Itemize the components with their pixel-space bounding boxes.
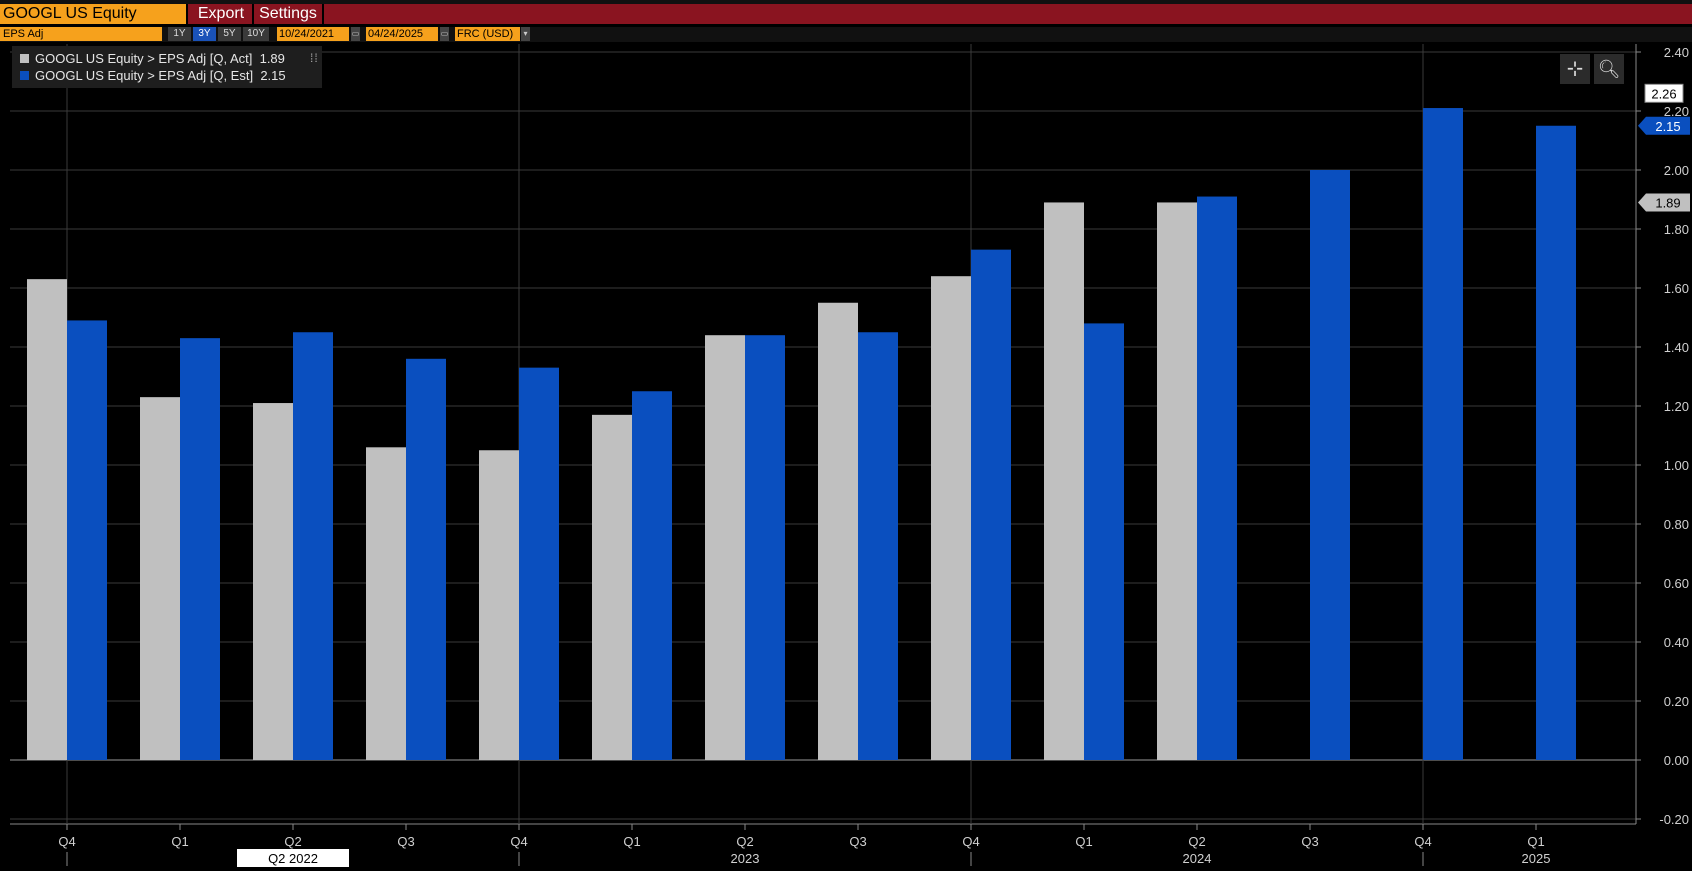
bar-estimate [745, 335, 785, 760]
x-tick-label: Q3 [1301, 834, 1318, 849]
chart-toolbar: EPS Adj 1Y 3Y 5Y 10Y 10/24/2021 ▭ 04/24/… [0, 27, 1692, 42]
bar-actual [931, 276, 971, 760]
ticker-input[interactable]: GOOGL US Equity [0, 4, 186, 24]
y-tick-label: 2.40 [1664, 45, 1689, 60]
x-tick-label: Q2 [1188, 834, 1205, 849]
actual-value-tag-label: 1.89 [1655, 195, 1680, 210]
y-tick-label: 2.00 [1664, 163, 1689, 178]
x-tick-label: Q1 [1527, 834, 1544, 849]
bar-estimate [67, 320, 107, 760]
bar-estimate [1536, 125, 1576, 760]
bar-estimate [1423, 108, 1463, 761]
magnifier-zoom-icon[interactable]: 🔍︎ [1594, 54, 1624, 84]
last-value-tag [1644, 83, 1684, 103]
currency-selector[interactable]: FRC (USD) [455, 27, 520, 41]
title-bar: GOOGL US Equity Export Settings [0, 0, 1692, 24]
y-tick-label: 0.40 [1664, 635, 1689, 650]
end-date-field[interactable]: 04/24/2025 [366, 27, 438, 41]
bar-actual [592, 414, 632, 760]
legend-swatch [20, 54, 29, 63]
menu-divider [322, 4, 324, 24]
crosshair-icon[interactable]: ⊹ [1560, 54, 1590, 84]
bar-estimate [858, 332, 898, 760]
x-year-label: 2024 [1183, 851, 1212, 866]
bar-actual [1157, 202, 1197, 760]
top-stripe [0, 0, 1692, 4]
dropdown-arrow-icon[interactable]: ▾ [521, 27, 530, 41]
y-tick-label: 0.00 [1664, 753, 1689, 768]
y-tick-label: 1.40 [1664, 340, 1689, 355]
legend-item-estimate[interactable]: GOOGL US Equity > EPS Adj [Q, Est] 2.15 [20, 67, 286, 84]
menu-divider [252, 4, 254, 24]
x-tick-label: Q2 [284, 834, 301, 849]
legend-label: GOOGL US Equity > EPS Adj [Q, Act] [35, 51, 253, 66]
export-button[interactable]: Export [197, 5, 245, 22]
field-selector[interactable]: EPS Adj [0, 27, 162, 41]
bar-actual [27, 279, 67, 760]
y-tick-label: -0.20 [1659, 812, 1689, 827]
bar-estimate [519, 367, 559, 760]
calendar-icon[interactable]: ▭ [351, 27, 360, 41]
bar-estimate [971, 249, 1011, 760]
bar-actual [705, 335, 745, 760]
x-tick-label: Q4 [1414, 834, 1431, 849]
start-date-field[interactable]: 10/24/2021 [277, 27, 349, 41]
bar-actual [818, 302, 858, 760]
bar-actual [140, 397, 180, 760]
period-10y-button[interactable]: 10Y [243, 27, 269, 41]
bar-estimate [180, 338, 220, 760]
y-tick-label: 0.80 [1664, 517, 1689, 532]
x-year-label: 2025 [1522, 851, 1551, 866]
bar-estimate [1084, 323, 1124, 760]
x-tick-label: Q3 [397, 834, 414, 849]
menu-divider [186, 4, 188, 24]
estimate-value-tag [1638, 116, 1690, 135]
bar-estimate [293, 332, 333, 760]
y-tick-label: 0.60 [1664, 576, 1689, 591]
last-value-tag-label: 2.26 [1651, 86, 1676, 101]
cursor-label-box [237, 849, 349, 867]
bar-estimate [632, 391, 672, 760]
x-tick-label: Q1 [1075, 834, 1092, 849]
period-1y-button[interactable]: 1Y [168, 27, 191, 41]
bar-estimate [1310, 170, 1350, 760]
y-tick-label: 0.20 [1664, 694, 1689, 709]
settings-button[interactable]: Settings [259, 5, 317, 22]
y-tick-label: 1.20 [1664, 399, 1689, 414]
x-tick-label: Q4 [58, 834, 75, 849]
legend-value: 2.15 [260, 68, 286, 83]
actual-value-tag [1638, 193, 1690, 212]
period-3y-button[interactable]: 3Y [193, 27, 216, 41]
period-5y-button[interactable]: 5Y [218, 27, 241, 41]
x-tick-label: Q4 [962, 834, 979, 849]
x-tick-label: Q2 [736, 834, 753, 849]
y-tick-label: 1.60 [1664, 281, 1689, 296]
cursor-label: Q2 2022 [268, 851, 318, 866]
y-tick-label: 1.00 [1664, 458, 1689, 473]
drag-handle-icon[interactable]: ⁞⁞ [310, 51, 319, 65]
x-year-label: 2023 [731, 851, 760, 866]
bar-actual [479, 450, 519, 760]
y-tick-label: 1.80 [1664, 222, 1689, 237]
estimate-value-tag-label: 2.15 [1655, 119, 1680, 134]
bar-actual [1044, 202, 1084, 760]
bar-actual [366, 447, 406, 760]
legend-label: GOOGL US Equity > EPS Adj [Q, Est] [35, 68, 254, 83]
x-tick-label: Q3 [849, 834, 866, 849]
eps-bar-chart: 2.40 2.20 2.00 1.80 1.60 1.40 1.20 1.00 0.80 0.60… [10, 44, 1690, 867]
bar-estimate [1197, 196, 1237, 761]
y-tick-label: 2.20 [1664, 104, 1689, 119]
legend-item-actual[interactable]: GOOGL US Equity > EPS Adj [Q, Act] 1.89 [20, 50, 285, 67]
bar-actual [253, 403, 293, 760]
calendar-icon[interactable]: ▭ [440, 27, 449, 41]
chart-legend: GOOGL US Equity > EPS Adj [Q, Act] 1.89 … [12, 46, 322, 88]
x-tick-label: Q1 [623, 834, 640, 849]
x-tick-label: Q1 [171, 834, 188, 849]
x-tick-label: Q4 [510, 834, 527, 849]
legend-value: 1.89 [259, 51, 285, 66]
bar-estimate [406, 358, 446, 760]
legend-swatch [20, 71, 29, 80]
